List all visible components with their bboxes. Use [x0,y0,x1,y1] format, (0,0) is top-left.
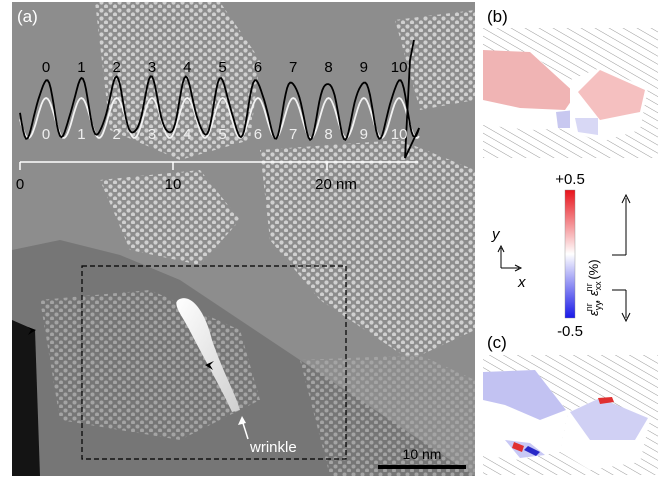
stm-dark-corner [12,320,40,476]
reference-peak-number-4: 4 [183,126,191,143]
strain-map-region [598,397,614,404]
reference-peak-number-1: 1 [77,126,85,143]
colorbar-min-label: -0.5 [557,323,583,340]
arrow-marker [28,327,36,335]
reference-peak-number-9: 9 [360,126,368,143]
strain-map-region [575,118,598,135]
selection-box [81,265,347,460]
moire-terrace [300,355,475,476]
arrow-marker [205,361,214,370]
arrowhead-up [621,193,631,204]
reference-peak-number-0: 0 [42,126,50,143]
panel-label-b: (b) [487,7,508,26]
measured-peak-number-2: 2 [113,59,121,76]
reference-peak-number-10: 10 [391,126,408,143]
y-arrowhead [497,244,505,253]
line-profile: 0 1 2 3 4 5 6 7 8 9 10 0 1 2 3 4 5 6 7 8 9 10 0 10 20 nm [16,39,420,193]
reference-peak-number-2: 2 [113,126,121,143]
strain-map-region [512,442,524,452]
profile-tick-label: 10 [165,176,182,193]
panel-c: (c) [483,333,658,475]
panel-b: (b) [483,7,658,158]
wrinkle-arrowhead [238,416,246,425]
profile-tick-label: 20 nm [315,176,357,193]
panel-label-c: (c) [487,333,507,352]
panel-label-a: (a) [17,7,38,26]
reference-profile-curve [19,97,420,139]
strain-map-region [578,70,645,120]
measured-peak-number-10: 10 [391,59,408,76]
y-axis-label: y [491,226,501,243]
moire-terrace [395,10,475,110]
moire-terrace [260,140,475,360]
colorbar [564,189,576,319]
x-axis-label: x [517,274,526,291]
reference-peak-number-7: 7 [289,126,297,143]
arrowhead-down [621,312,631,323]
strain-map-region [483,370,566,420]
moire-terrace [95,2,260,160]
x-arrowhead [514,264,523,272]
measured-peak-number-9: 9 [360,59,368,76]
measured-peak-numbers: 0 1 2 3 4 5 6 7 8 9 10 [42,59,408,76]
measured-peak-number-5: 5 [218,59,226,76]
scale-bar [378,465,466,469]
colorbar-group: +0.5 -0.5 εyynr, εxxnr (%) y x [491,171,631,340]
wrinkle-feature [176,298,240,412]
measured-peak-number-6: 6 [254,59,262,76]
scale-bar-label: 10 nm [403,446,442,462]
strain-map-region [524,446,540,456]
wrinkle-label: wrinkle [249,439,297,456]
reference-peak-number-5: 5 [218,126,226,143]
measured-peak-number-8: 8 [324,59,332,76]
reference-peak-number-3: 3 [148,126,156,143]
measured-profile-curve [19,39,420,159]
panel-a: wrinkle 10 nm (a) 0 1 2 3 4 5 6 7 8 9 10 0 1 2 3 4 5 6 7 8… [12,2,475,476]
colorbar-axis-label: εyynr, εxxnr (%) [584,259,603,316]
moire-terrace [100,170,240,265]
reference-peak-numbers: 0 1 2 3 4 5 6 7 8 9 10 [42,126,408,143]
reference-peak-number-6: 6 [254,126,262,143]
measured-peak-number-3: 3 [148,59,156,76]
measured-peak-number-4: 4 [183,59,191,76]
strain-map-region [483,50,576,110]
profile-tick-label: 0 [16,176,24,193]
measured-peak-number-0: 0 [42,59,50,76]
strain-map-region [570,398,648,440]
colorbar-max-label: +0.5 [555,171,585,188]
reference-peak-number-8: 8 [324,126,332,143]
measured-peak-number-1: 1 [77,59,85,76]
measured-peak-number-7: 7 [289,59,297,76]
